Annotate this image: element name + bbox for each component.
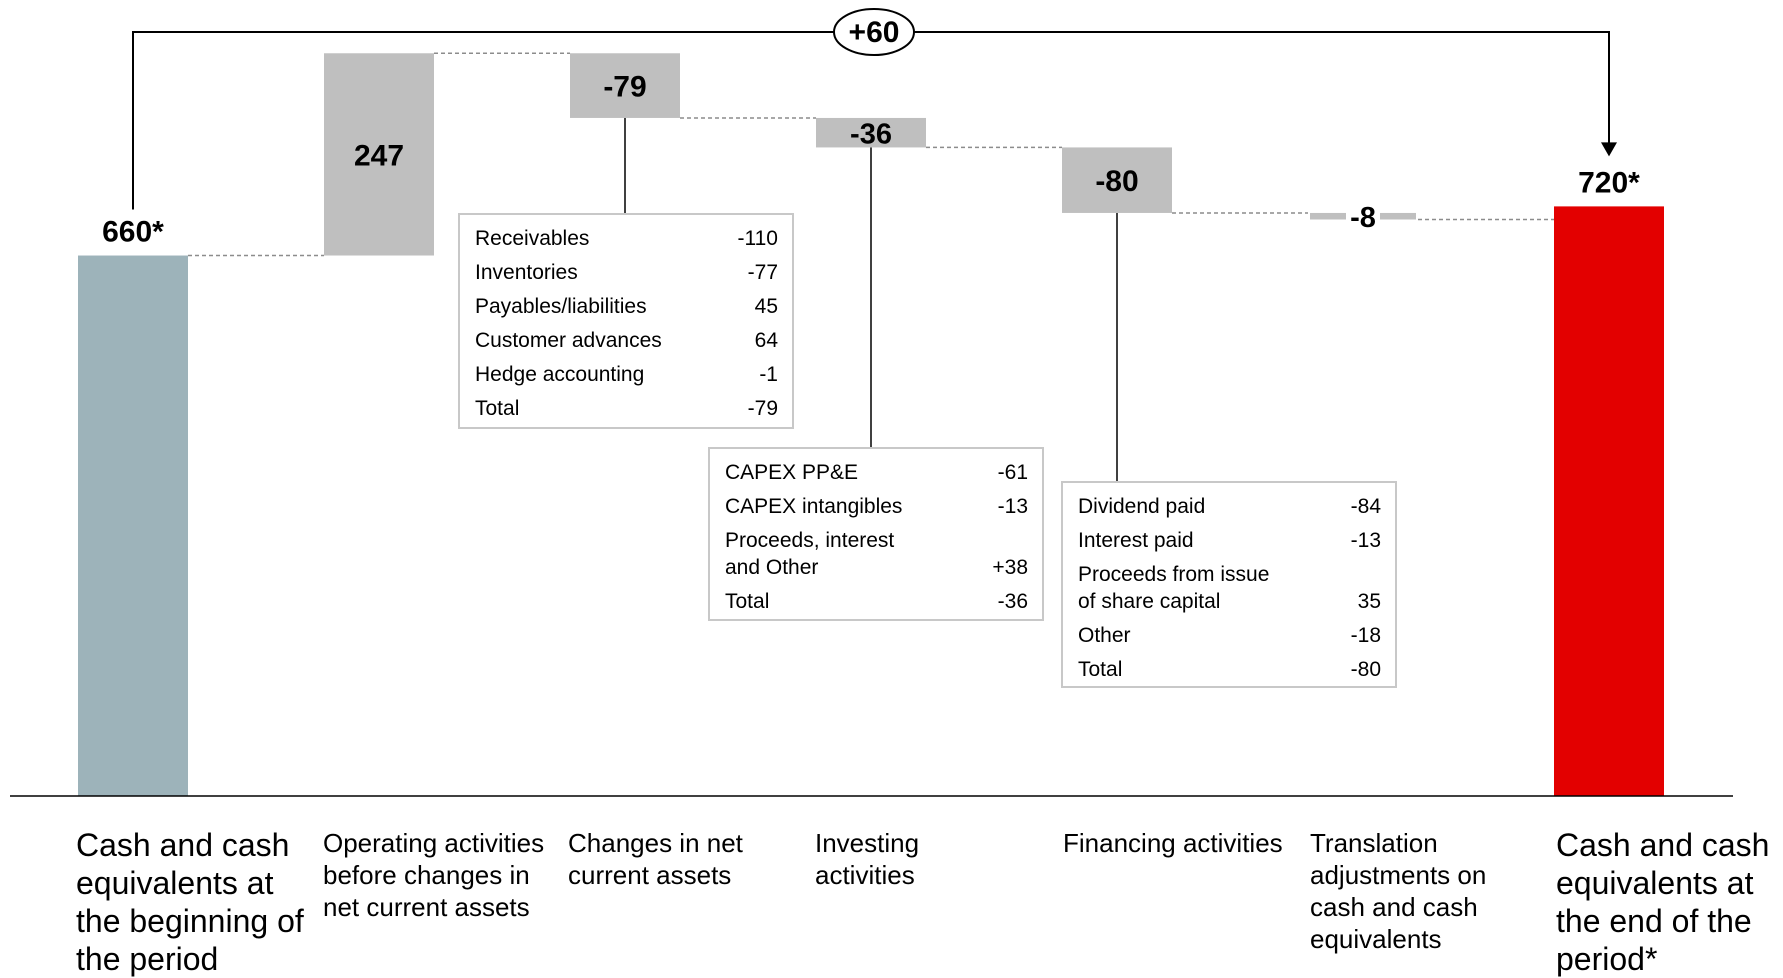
detail-row-label: CAPEX intangibles [725,495,903,518]
detail-row-value: -80 [1350,658,1381,681]
detail-row-value: -13 [997,495,1028,518]
detail-row-value: 64 [754,329,778,352]
bar [816,117,926,148]
detail-row: Other -18 [1078,622,1381,649]
bar [78,255,188,796]
detail-row: CAPEX intangibles -13 [725,493,1028,520]
value-label: 247 [354,139,404,172]
bar [1554,206,1664,797]
value-label: 660* [102,216,164,249]
category-label-investing-activities: Investing activities [815,828,920,890]
detail-row-value: -79 [747,397,778,420]
detail-row-label: Total [475,397,520,420]
detail-row-total: Total -36 [725,588,1028,615]
detail-row-label: Proceeds from issue of share capital [1078,563,1270,613]
detail-row: Payables/liabilities 45 [475,293,778,320]
detail-row-value: -18 [1350,624,1381,647]
value-label: 720* [1578,166,1640,199]
detail-row-label: Dividend paid [1078,495,1206,518]
detail-box-investing-activities: CAPEX PP&E -61 CAPEX intangibles -13 Proce… [708,447,1044,621]
detail-row: Customer advances 64 [475,327,778,354]
value-label: -36 [850,119,892,151]
detail-row: Hedge accounting -1 [475,361,778,388]
detail-row-label: Proceeds, interest and Other [725,529,895,579]
detail-row: Proceeds, interest and Other +38 [725,527,1028,581]
value-label: -79 [603,71,646,104]
detail-row-value: 45 [754,295,778,318]
category-label-changes-net-current-assets: Changes in net current assets [568,828,743,890]
detail-row-total: Total -80 [1078,656,1381,683]
bar [324,53,434,256]
bar-segment [1310,212,1346,220]
detail-row-value: 35 [1357,590,1381,613]
detail-row-value: -84 [1350,495,1381,518]
value-label: -8 [1350,202,1376,234]
category-label-operating-activities: Operating activities before changes in n… [323,828,545,922]
category-label-financing-activities: Financing activities [1063,828,1283,858]
category-label-closing-cash: Cash and cash equivalents at the end of … [1556,827,1770,977]
detail-row-value: -110 [737,227,778,250]
detail-row-label: Interest paid [1078,529,1194,552]
net-change-badge [833,8,915,56]
detail-row: Interest paid -13 [1078,527,1381,554]
detail-row-label: Inventories [475,261,578,284]
arrow-head-icon [1601,142,1617,157]
detail-row-label: Hedge accounting [475,363,645,386]
detail-row-total: Total -79 [475,395,778,422]
detail-row-value: -61 [997,461,1028,484]
detail-row-label: Receivables [475,227,590,250]
detail-row-value: -36 [997,590,1028,613]
bar [1062,147,1172,213]
value-label: -80 [1095,165,1138,198]
detail-row: CAPEX PP&E -61 [725,459,1028,486]
net-change-label: +60 [849,16,900,49]
detail-row-value: -13 [1350,529,1381,552]
detail-row-value: -77 [747,261,778,284]
detail-box-financing-activities: Dividend paid -84 Interest paid -13 Procee… [1061,481,1397,688]
detail-row: Inventories -77 [475,259,778,286]
detail-row-label: Total [1078,658,1123,681]
category-label-opening-cash: Cash and cash equivalents at the beginni… [76,827,304,977]
bar-segment [1380,212,1416,220]
detail-row-value: +38 [992,556,1028,579]
detail-row: Dividend paid -84 [1078,493,1381,520]
category-label-translation-adjustments: Translation adjustments on cash and cash… [1310,828,1487,954]
bar [570,53,680,118]
detail-row-label: Other [1078,624,1131,647]
detail-row-label: Total [725,590,770,613]
detail-row-label: Customer advances [475,329,662,352]
detail-row-value: -1 [759,363,778,386]
detail-row-label: CAPEX PP&E [725,461,859,484]
detail-row: Receivables -110 [475,225,778,252]
detail-box-changes-net-current-assets: Receivables -110 Inventories -77 Payables/… [458,213,794,429]
detail-row-label: Payables/liabilities [475,295,647,318]
detail-row: Proceeds from issue of share capital 35 [1078,561,1381,615]
